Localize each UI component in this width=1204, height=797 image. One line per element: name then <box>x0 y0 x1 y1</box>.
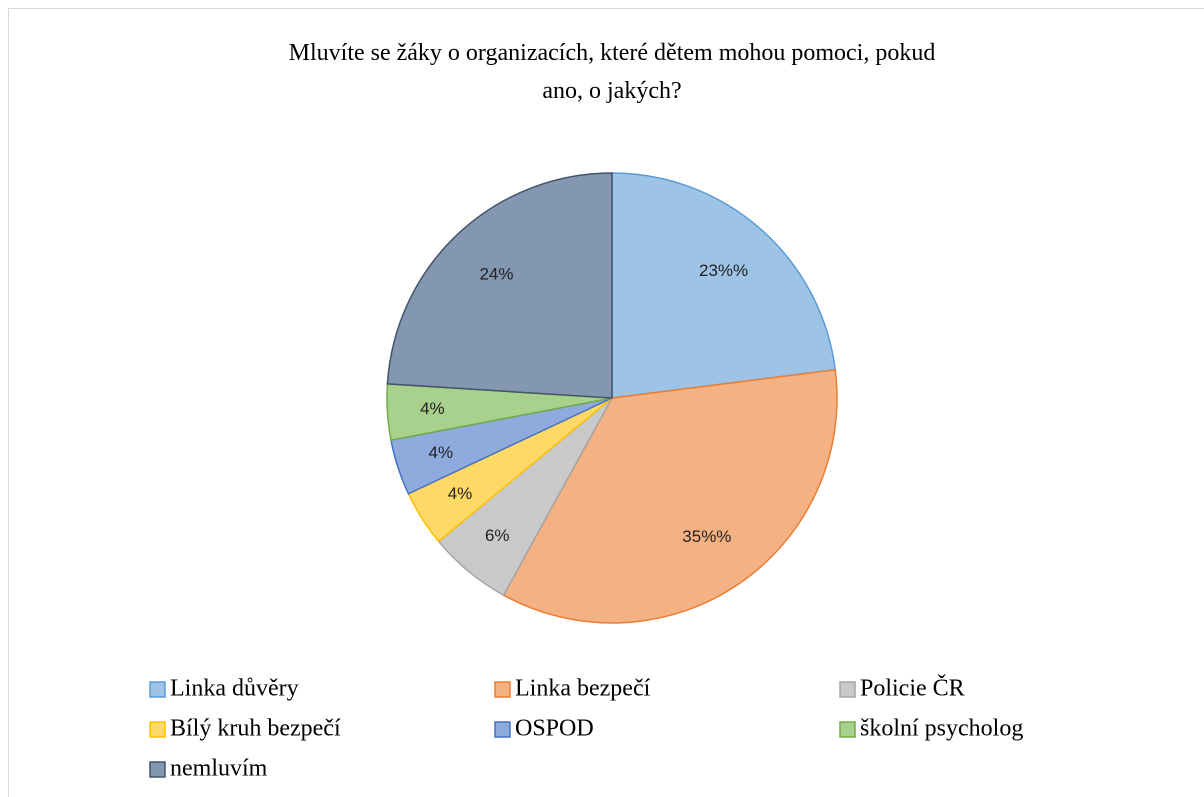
data-label: 6% <box>485 526 510 545</box>
chart-title: Mluvíte se žáky o organizacích, které dě… <box>289 40 936 104</box>
pie-slice <box>611 172 837 399</box>
pie-slice <box>386 172 613 399</box>
legend-label: OSPOD <box>515 716 594 742</box>
legend-swatch <box>839 721 856 738</box>
legend-swatch <box>149 681 166 698</box>
legend-swatch <box>494 721 511 738</box>
legend-label: Linka bezpečí <box>515 676 651 702</box>
legend-label: nemluvím <box>170 756 268 782</box>
pie-slice <box>502 368 838 624</box>
data-label: 4% <box>420 399 445 418</box>
legend-label: Linka důvěry <box>170 676 299 702</box>
data-label: 24% <box>479 264 513 283</box>
legend-swatch <box>149 721 166 738</box>
legend-label: Bílý kruh bezpečí <box>170 716 341 742</box>
legend-swatch <box>494 681 511 698</box>
legend-swatch <box>839 681 856 698</box>
legend-swatch <box>149 761 166 778</box>
data-label: 23%% <box>699 261 748 280</box>
legend-label: Policie ČR <box>860 675 965 702</box>
data-label: 4% <box>448 484 473 503</box>
data-label: 35%% <box>682 527 731 546</box>
legend-label: školní psycholog <box>860 716 1023 742</box>
data-label: 4% <box>429 443 454 462</box>
